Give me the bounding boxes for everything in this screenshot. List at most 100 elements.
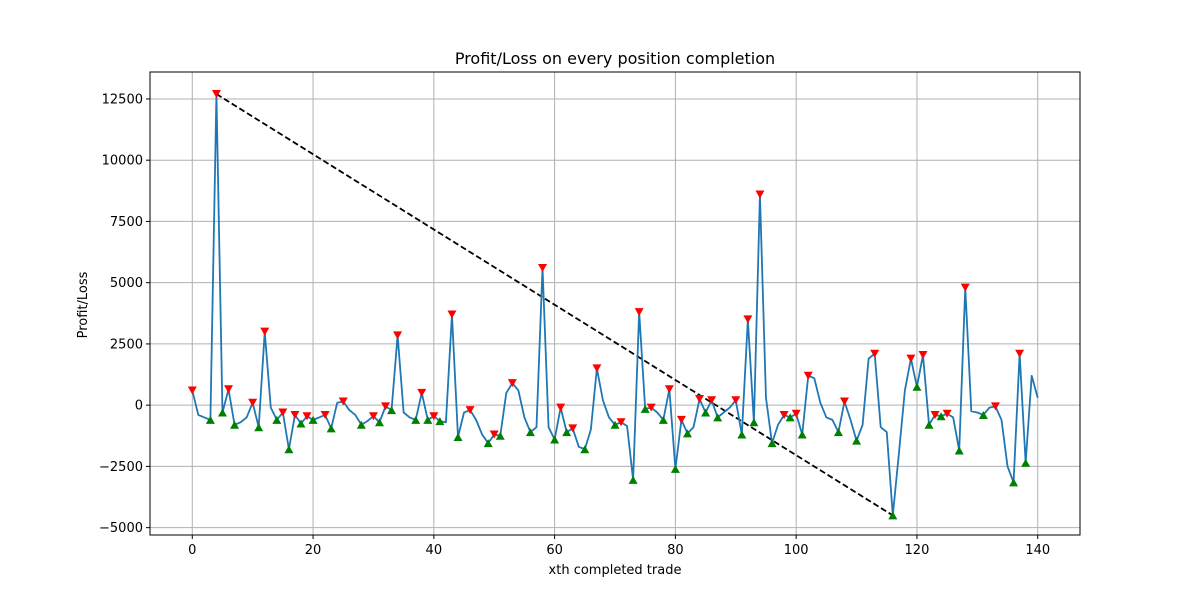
peak-marker	[779, 410, 789, 419]
peak-marker	[695, 395, 705, 404]
x-tick-label: 120	[905, 543, 930, 558]
trough-marker	[640, 404, 650, 413]
peak-marker	[616, 418, 626, 427]
y-tick-label: 0	[135, 399, 143, 414]
plot-area	[149, 71, 1081, 536]
peak-marker	[930, 410, 940, 419]
trough-marker	[562, 428, 572, 437]
peak-marker	[707, 396, 717, 405]
y-axis-ticks: −5000 −2500 0 2500 5000 7500 10000 12500	[99, 92, 150, 536]
peak-marker	[592, 364, 602, 373]
y-axis-label: Profit/Loss	[76, 271, 91, 338]
peak-marker	[743, 315, 753, 324]
peak-marker	[290, 410, 300, 419]
y-tick-label: −2500	[99, 460, 143, 475]
peak-marker	[755, 190, 765, 199]
peak-marker	[429, 412, 439, 421]
trough-marker	[356, 420, 366, 429]
peak-marker	[320, 410, 330, 419]
trough-marker	[833, 428, 843, 437]
axes-frame	[149, 71, 1081, 536]
y-tick-label: 5000	[110, 276, 143, 291]
peak-marker	[870, 349, 880, 358]
trough-marker	[411, 415, 421, 424]
peak-marker	[791, 409, 801, 418]
trough-marker	[797, 430, 807, 439]
x-tick-label: 60	[546, 543, 563, 558]
peak-marker	[224, 385, 234, 394]
peak-marker	[381, 402, 391, 411]
peak-marker	[664, 385, 674, 394]
trough-marker	[713, 413, 723, 422]
grid-lines	[150, 72, 1080, 535]
trough-marker	[701, 408, 711, 417]
trough-markers	[205, 382, 1031, 520]
trough-marker	[767, 439, 777, 448]
max-drawdown-line	[215, 93, 894, 517]
trough-marker	[525, 428, 535, 437]
trough-marker	[550, 435, 560, 444]
trough-marker	[658, 415, 668, 424]
trough-marker	[670, 464, 680, 473]
trough-marker	[1021, 458, 1031, 467]
trough-marker	[1009, 478, 1019, 487]
peak-marker	[489, 430, 499, 439]
peak-marker	[731, 396, 741, 405]
trough-marker	[888, 511, 898, 520]
trough-marker	[954, 446, 964, 455]
trough-marker	[230, 420, 240, 429]
peak-marker	[803, 371, 813, 380]
peak-marker	[447, 310, 457, 319]
trough-marker	[749, 418, 759, 427]
trough-marker	[296, 419, 306, 428]
trough-marker	[737, 430, 747, 439]
y-tick-label: −5000	[99, 521, 143, 536]
x-axis-label: xth completed trade	[549, 563, 682, 578]
x-tick-label: 140	[1025, 543, 1050, 558]
trough-marker	[435, 417, 445, 426]
peak-marker	[676, 415, 686, 424]
trough-marker	[374, 418, 384, 427]
peak-marker	[942, 409, 952, 418]
peak-marker	[839, 397, 849, 406]
peak-marker	[368, 412, 378, 421]
peak-marker	[211, 90, 221, 99]
peak-marker	[646, 403, 656, 412]
trough-marker	[254, 423, 264, 432]
y-tick-label: 10000	[102, 154, 143, 169]
trough-marker	[205, 415, 215, 424]
trough-marker	[272, 415, 282, 424]
trough-marker	[852, 436, 862, 445]
peak-marker	[278, 408, 288, 417]
peak-marker	[417, 388, 427, 397]
trough-marker	[495, 431, 505, 440]
trough-marker	[453, 433, 463, 442]
trough-marker	[610, 420, 620, 429]
peak-marker	[465, 406, 475, 415]
peak-markers	[187, 90, 1025, 439]
y-tick-label: 2500	[110, 337, 143, 352]
y-tick-label: 7500	[110, 215, 143, 230]
trough-marker	[785, 413, 795, 422]
trough-marker	[936, 412, 946, 421]
trough-marker	[682, 429, 692, 438]
trough-marker	[483, 439, 493, 448]
peak-marker	[507, 379, 517, 388]
trough-marker	[628, 475, 638, 484]
peak-marker	[990, 402, 1000, 411]
x-tick-label: 100	[784, 543, 809, 558]
peak-marker	[1015, 349, 1025, 358]
x-tick-label: 20	[305, 543, 322, 558]
peak-marker	[338, 397, 348, 406]
max-drawdown-segment	[215, 93, 894, 517]
peak-marker	[568, 424, 578, 433]
peak-marker	[960, 283, 970, 292]
peak-marker	[538, 263, 548, 272]
peak-marker	[187, 386, 197, 395]
peak-marker	[918, 350, 928, 359]
trough-marker	[308, 415, 318, 424]
chart-title: Profit/Loss on every position completion	[455, 49, 775, 68]
trough-marker	[326, 424, 336, 433]
x-tick-label: 40	[426, 543, 443, 558]
